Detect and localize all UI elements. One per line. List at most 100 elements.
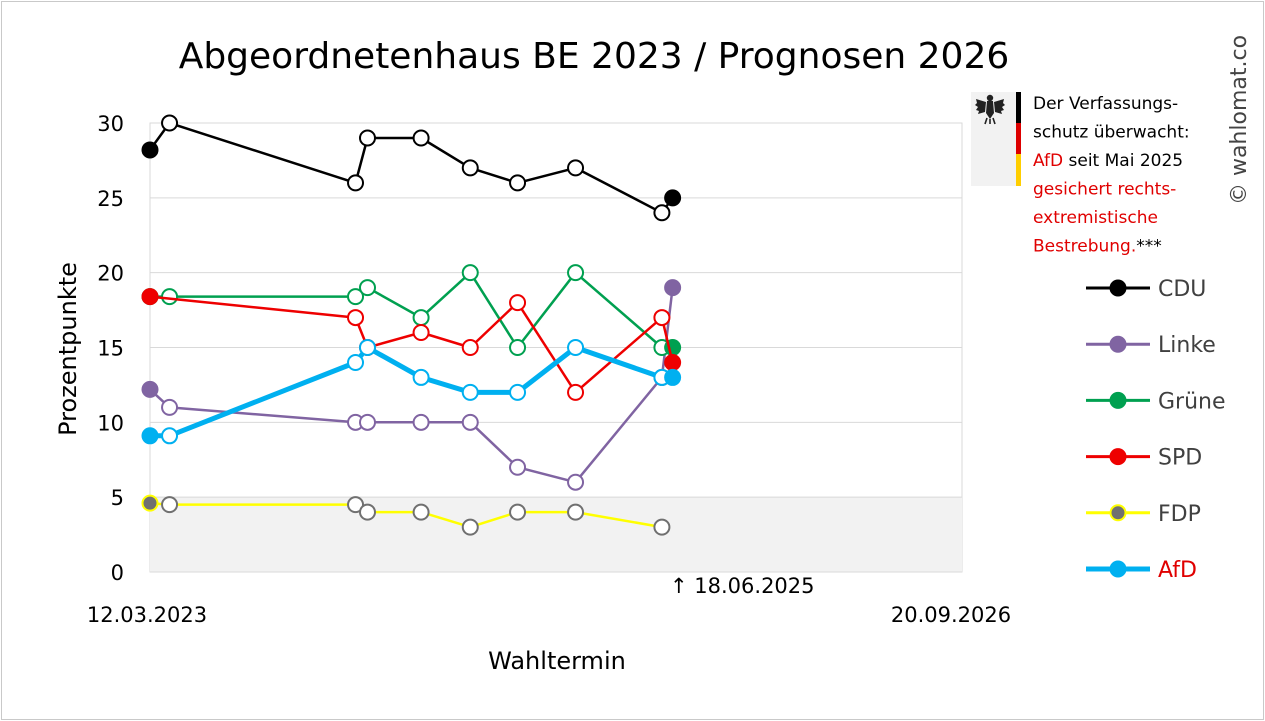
current-point bbox=[664, 368, 682, 386]
legend-swatch-marker bbox=[1109, 448, 1127, 466]
gridlines bbox=[150, 122, 962, 573]
poll-point bbox=[567, 473, 585, 491]
threshold-shading bbox=[150, 497, 962, 572]
current-point bbox=[664, 279, 682, 297]
note-fragment: schutz überwacht: bbox=[1033, 123, 1190, 143]
poll-point bbox=[461, 159, 479, 177]
poll-point bbox=[653, 518, 671, 536]
series-line bbox=[149, 287, 674, 484]
poll-point bbox=[509, 294, 527, 312]
series-fdp bbox=[141, 494, 671, 536]
poll-point bbox=[161, 427, 179, 445]
poll-point bbox=[567, 159, 585, 177]
y-tick-label: 20 bbox=[97, 262, 124, 286]
note-line: AfD seit Mai 2025 bbox=[1033, 151, 1183, 171]
legend-item-afd: AfD bbox=[1086, 558, 1197, 583]
federal-eagle-icon bbox=[975, 94, 1005, 125]
poll-point bbox=[461, 413, 479, 431]
current-point bbox=[664, 189, 682, 207]
current-date-marker: ↑ 18.06.2025 bbox=[670, 574, 815, 598]
series-lines bbox=[141, 114, 682, 536]
poll-point bbox=[567, 383, 585, 401]
chart-title: Abgeordnetenhaus BE 2023 / Prognosen 202… bbox=[179, 36, 1010, 77]
poll-point bbox=[161, 288, 179, 306]
legend-label: CDU bbox=[1158, 277, 1206, 302]
poll-point bbox=[359, 129, 376, 147]
flag-stripe-gold bbox=[1016, 154, 1021, 186]
poll-point bbox=[359, 279, 376, 297]
poll-point bbox=[509, 503, 527, 521]
poll-point bbox=[509, 383, 527, 401]
poll-point bbox=[412, 324, 430, 342]
note-fragment: *** bbox=[1136, 237, 1162, 257]
legend-item-fdp: FDP bbox=[1086, 502, 1201, 527]
poll-point bbox=[461, 383, 479, 401]
poll-point bbox=[347, 174, 365, 192]
note-fragment: Bestrebung. bbox=[1033, 237, 1136, 257]
copyright-text: © wahlomat.co bbox=[1227, 35, 1252, 205]
poll-point bbox=[412, 503, 430, 521]
poll-point bbox=[567, 339, 585, 356]
legend-swatch-marker bbox=[1109, 391, 1127, 409]
legend-item-linke: Linke bbox=[1086, 333, 1216, 358]
y-tick-label: 30 bbox=[97, 112, 124, 136]
note-fragment: gesichert rechts- bbox=[1033, 180, 1176, 200]
flag-stripe-red bbox=[1016, 123, 1021, 154]
note-line: schutz überwacht: bbox=[1033, 123, 1190, 143]
y-tick-label: 25 bbox=[97, 187, 124, 211]
threshold-band bbox=[150, 497, 962, 572]
legend-swatch-marker bbox=[1109, 279, 1127, 297]
note-fragment: extremistische bbox=[1033, 208, 1158, 228]
poll-point bbox=[347, 288, 365, 306]
series-spd bbox=[141, 288, 682, 401]
legend-swatch-marker bbox=[1109, 504, 1127, 522]
current-point bbox=[664, 353, 682, 371]
poll-point bbox=[412, 309, 430, 327]
series-cdu bbox=[141, 114, 682, 222]
poll-point bbox=[359, 503, 376, 521]
poll-point bbox=[359, 413, 376, 431]
y-tick-label: 0 bbox=[111, 561, 124, 585]
series-line bbox=[148, 121, 674, 215]
poll-point bbox=[412, 413, 430, 431]
poll-point bbox=[509, 458, 527, 476]
emblem-box bbox=[971, 92, 1021, 186]
result-point bbox=[141, 288, 159, 306]
legend-label: Grüne bbox=[1158, 389, 1226, 414]
y-tick-labels: 0 5 10 15 20 25 30 bbox=[97, 112, 124, 585]
note-fragment: Der Verfassungs- bbox=[1033, 94, 1178, 114]
poll-point bbox=[161, 114, 179, 132]
poll-point bbox=[347, 353, 365, 371]
series-line bbox=[150, 271, 673, 349]
poll-point bbox=[359, 339, 376, 356]
series-afd bbox=[141, 339, 682, 445]
poll-point bbox=[412, 368, 430, 386]
result-point bbox=[141, 427, 159, 445]
verfassungsschutz-note: Der Verfassungs-schutz überwacht: AfD sei… bbox=[1033, 94, 1190, 257]
legend-label: SPD bbox=[1158, 446, 1202, 471]
x-axis-label: Wahltermin bbox=[488, 647, 626, 675]
poll-point bbox=[653, 309, 671, 327]
poll-point bbox=[509, 339, 527, 356]
note-line: gesichert rechts- bbox=[1033, 180, 1176, 200]
flag-stripe-black bbox=[1016, 92, 1021, 123]
legend-label: FDP bbox=[1158, 502, 1201, 527]
result-point bbox=[141, 380, 159, 398]
poll-point bbox=[461, 339, 479, 356]
result-point bbox=[141, 494, 159, 512]
note-line: Der Verfassungs- bbox=[1033, 94, 1178, 114]
legend-label: Linke bbox=[1158, 333, 1216, 358]
y-axis-label: Prozentpunkte bbox=[54, 262, 82, 436]
poll-point bbox=[412, 129, 430, 147]
result-point bbox=[141, 141, 159, 159]
legend-item-grüne: Grüne bbox=[1086, 389, 1226, 414]
y-tick-label: 10 bbox=[97, 411, 124, 435]
series-line bbox=[150, 345, 673, 439]
poll-point bbox=[161, 496, 179, 514]
legend-label: AfD bbox=[1158, 558, 1197, 583]
legend: CDU Linke Grüne SPD FDP AfD bbox=[1086, 277, 1226, 583]
y-tick-label: 5 bbox=[111, 486, 124, 510]
poll-point bbox=[461, 264, 479, 282]
